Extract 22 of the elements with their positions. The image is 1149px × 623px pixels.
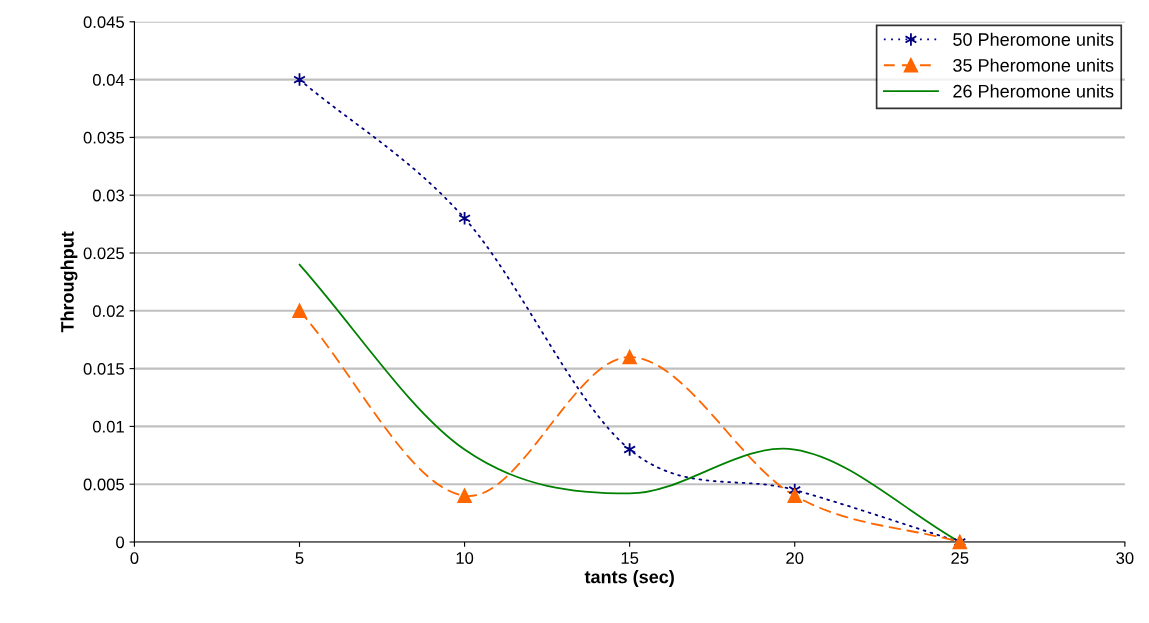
y-tick-label: 0.015 [83, 363, 125, 375]
y-tick-label: 0 [116, 536, 125, 549]
y-tick-label: 0.005 [83, 478, 125, 491]
y-tick-label: 0.025 [83, 247, 125, 260]
y-tick-label: 0.02 [92, 305, 124, 318]
x-tick-label: 10 [456, 552, 474, 564]
legend-label: 35 Pheromone units [953, 58, 1114, 72]
y-axis-title: Throughput [60, 231, 78, 333]
x-tick-label: 0 [130, 552, 139, 564]
x-tick-label: 15 [621, 552, 639, 564]
legend-label: 50 Pheromone units [953, 32, 1114, 46]
y-tick-label: 0.01 [92, 420, 124, 433]
legend-label: 26 Pheromone units [953, 84, 1114, 98]
x-tick-label: 25 [951, 552, 969, 564]
y-tick-label: 0.04 [92, 74, 125, 86]
x-tick-label: 20 [786, 552, 804, 564]
y-tick-label: 0.035 [83, 131, 125, 144]
y-tick-label: 0.03 [92, 189, 124, 202]
x-tick-label: 5 [295, 552, 304, 564]
x-tick-label: 30 [1116, 552, 1134, 564]
y-tick-label: 0.045 [83, 16, 125, 29]
x-axis-title: tants (sec) [584, 570, 674, 587]
